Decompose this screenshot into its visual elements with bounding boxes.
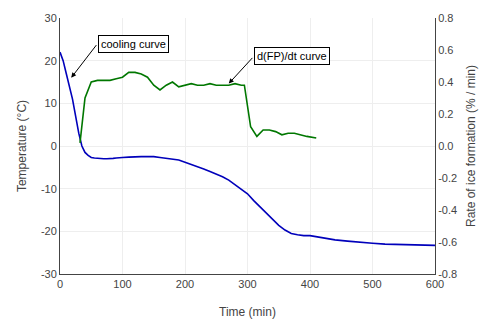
- svg-text:30: 30: [45, 12, 57, 24]
- svg-text:-30: -30: [41, 268, 57, 280]
- svg-text:100: 100: [113, 278, 131, 290]
- svg-text:Rate of ice formation (% / min: Rate of ice formation (% / min): [464, 65, 478, 227]
- svg-text:20: 20: [45, 55, 57, 67]
- svg-text:-0.6: -0.6: [438, 236, 457, 248]
- svg-text:-0.8: -0.8: [438, 268, 457, 280]
- svg-text:400: 400: [301, 278, 319, 290]
- svg-text:-20: -20: [41, 225, 57, 237]
- svg-text:10: 10: [45, 97, 57, 109]
- svg-text:200: 200: [176, 278, 194, 290]
- svg-text:-0.4: -0.4: [438, 204, 457, 216]
- svg-text:Time (min): Time (min): [219, 305, 276, 319]
- svg-text:0: 0: [51, 140, 57, 152]
- svg-text:-10: -10: [41, 183, 57, 195]
- svg-text:300: 300: [238, 278, 256, 290]
- svg-text:0.8: 0.8: [438, 12, 453, 24]
- svg-text:d(FP)/dt curve: d(FP)/dt curve: [257, 50, 327, 62]
- svg-text:0.0: 0.0: [438, 140, 453, 152]
- svg-text:cooling curve: cooling curve: [101, 38, 166, 50]
- svg-text:0.4: 0.4: [438, 76, 453, 88]
- svg-text:0.2: 0.2: [438, 108, 453, 120]
- svg-text:Temperature (°C): Temperature (°C): [15, 100, 29, 192]
- svg-text:500: 500: [363, 278, 381, 290]
- svg-text:600: 600: [426, 278, 444, 290]
- svg-text:0.6: 0.6: [438, 44, 453, 56]
- svg-text:-0.2: -0.2: [438, 172, 457, 184]
- svg-text:0: 0: [57, 278, 63, 290]
